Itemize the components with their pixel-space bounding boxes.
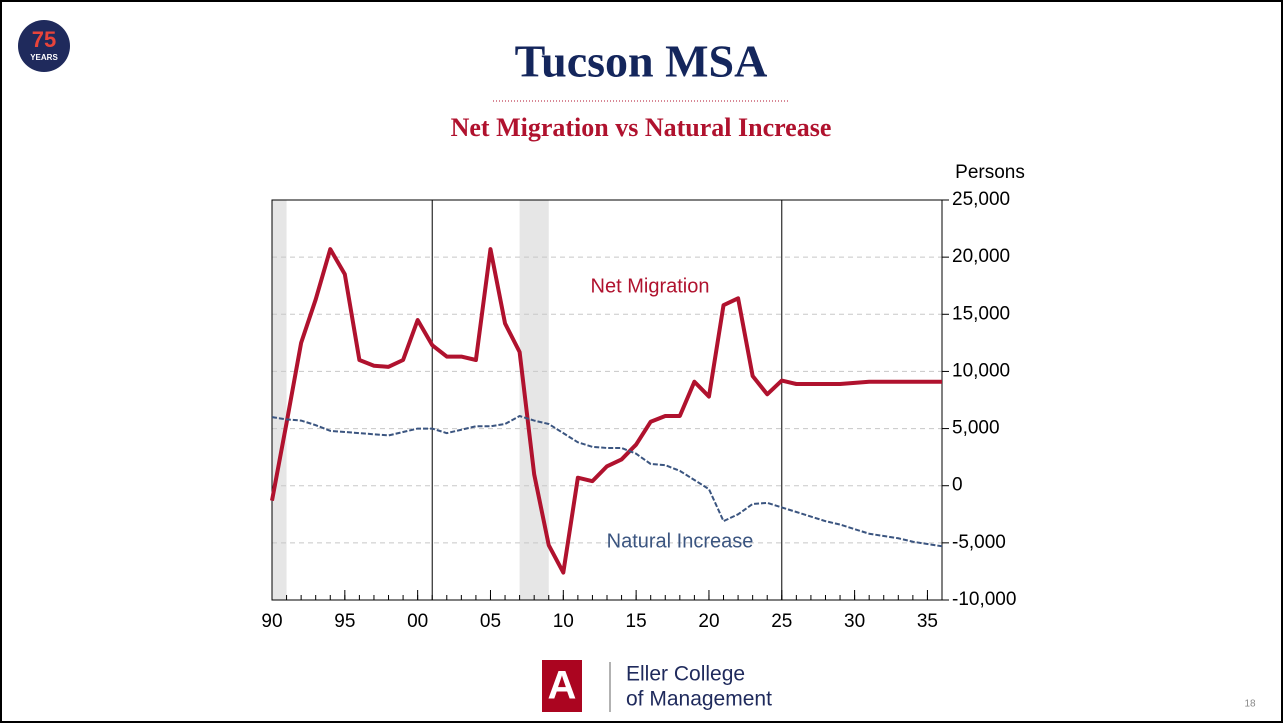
logo-letter: A (548, 664, 577, 708)
series-label: Natural Increase (607, 530, 754, 552)
footer-line: of Management (626, 688, 772, 711)
y-tick-label: 10,000 (952, 360, 1010, 381)
y-tick-label: -10,000 (952, 589, 1016, 610)
x-tick-label: 35 (917, 611, 938, 632)
footer-line: Eller College (626, 663, 745, 686)
y-tick-label: 0 (952, 475, 963, 496)
y-tick-label: 20,000 (952, 246, 1010, 267)
x-tick-label: 15 (626, 611, 647, 632)
x-tick-label: 90 (261, 611, 282, 632)
badge-text: YEARS (30, 53, 58, 62)
page-number: 18 (1244, 699, 1256, 710)
y-tick-label: -5,000 (952, 532, 1006, 553)
y-tick-label: 25,000 (952, 189, 1010, 210)
x-tick-label: 30 (844, 611, 865, 632)
badge (18, 20, 70, 72)
y-tick-label: 5,000 (952, 418, 1000, 439)
recession-band (272, 200, 287, 600)
y-axis-label: Persons (955, 162, 1025, 183)
x-tick-label: 00 (407, 611, 428, 632)
x-tick-label: 25 (771, 611, 792, 632)
series-line (271, 415, 943, 548)
x-tick-label: 10 (553, 611, 574, 632)
logo-block (542, 660, 582, 712)
y-tick-label: 15,000 (952, 303, 1010, 324)
x-tick-label: 95 (334, 611, 355, 632)
chart-subtitle: Net Migration vs Natural Increase (451, 113, 832, 142)
x-tick-label: 20 (698, 611, 719, 632)
series-line (270, 247, 942, 575)
badge-number: 75 (32, 27, 56, 52)
footer-logo: A (542, 660, 611, 712)
chart-title: Tucson MSA (515, 36, 768, 87)
series-label: Net Migration (591, 275, 710, 297)
x-tick-label: 05 (480, 611, 501, 632)
